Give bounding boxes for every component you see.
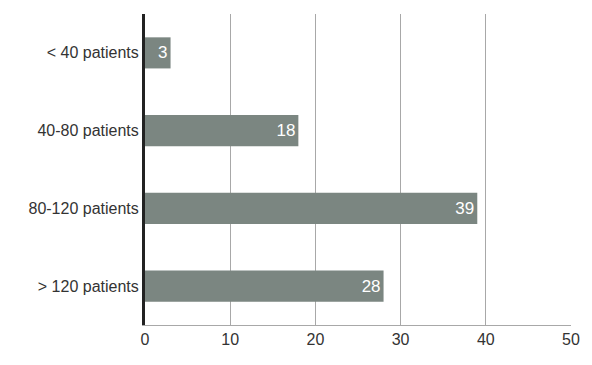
svg-text:28: 28 [362, 277, 381, 296]
svg-text:3: 3 [158, 43, 167, 62]
svg-text:20: 20 [307, 331, 325, 348]
svg-text:39: 39 [455, 199, 474, 218]
svg-text:40: 40 [477, 331, 495, 348]
svg-text:40-80 patients: 40-80 patients [37, 122, 138, 139]
svg-text:50: 50 [562, 331, 580, 348]
svg-text:> 120 patients: > 120 patients [38, 278, 139, 295]
svg-text:0: 0 [141, 331, 150, 348]
svg-text:< 40 patients: < 40 patients [47, 44, 139, 61]
svg-text:10: 10 [221, 331, 239, 348]
svg-text:30: 30 [392, 331, 410, 348]
svg-text:18: 18 [276, 121, 295, 140]
svg-text:80-120 patients: 80-120 patients [28, 200, 138, 217]
